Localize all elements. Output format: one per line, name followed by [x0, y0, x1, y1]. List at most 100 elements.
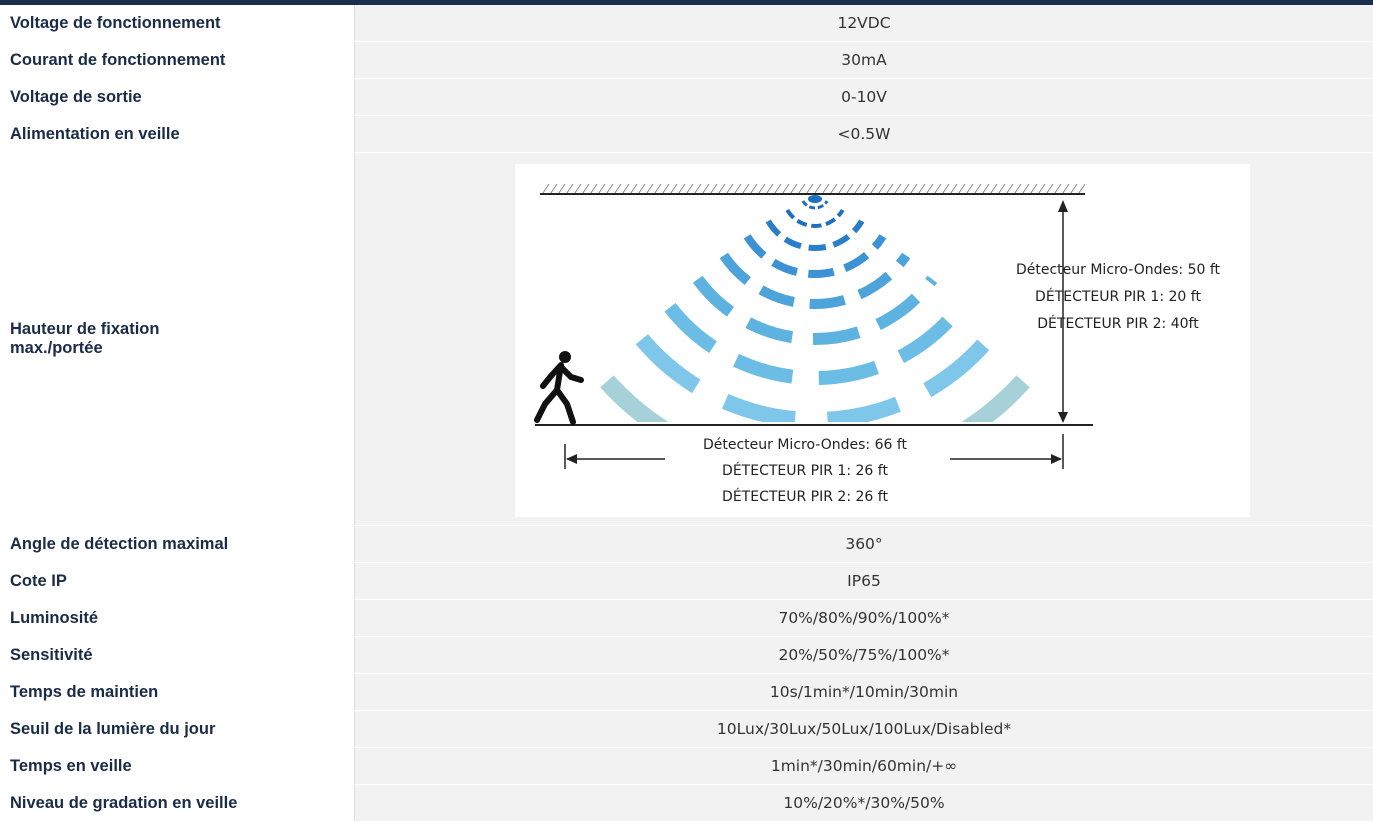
label-text: Alimentation en veille [10, 124, 180, 143]
height-label: DÉTECTEUR PIR 2: 40ft [1037, 315, 1199, 332]
hatch [654, 183, 662, 194]
hatch [590, 183, 598, 194]
label-cell: Sensitivité [0, 637, 355, 673]
value-text: 10%/20%*/30%/50% [783, 794, 945, 812]
label-text: Voltage de fonctionnement [10, 13, 221, 32]
hatch [854, 183, 862, 194]
table-row: Seuil de la lumière du jour 10Lux/30Lux/5… [0, 711, 1373, 748]
hatch [934, 183, 942, 194]
label-text: Temps de maintien [10, 682, 159, 701]
spec-table: Voltage de fonctionnement 12VDC Courant de… [0, 5, 1373, 822]
hatch [862, 183, 870, 194]
table-row: Courant de fonctionnement 30mA [0, 42, 1373, 79]
label-text: Courant de fonctionnement [10, 50, 226, 69]
label-cell: Temps en veille [0, 748, 355, 784]
height-label: Détecteur Micro-Ondes: 50 ft [1016, 262, 1221, 278]
hatch [982, 183, 990, 194]
top-border [0, 0, 1373, 5]
value-text: 30mA [841, 51, 887, 69]
value-text: 360° [845, 535, 883, 553]
hatch [1030, 183, 1038, 194]
hatch [1046, 183, 1054, 194]
label-cell: Hauteur de fixation max./portée [0, 153, 355, 525]
hatch [662, 183, 670, 194]
hatch [1038, 183, 1046, 194]
hatch [606, 183, 614, 194]
label-text: Angle de détection maximal [10, 534, 229, 553]
wave-arc [765, 219, 865, 251]
table-row: Cote IP IP65 [0, 563, 1373, 600]
wave-arc [719, 252, 911, 309]
hatch [598, 183, 606, 194]
value-text: 70%/80%/90%/100%* [778, 609, 950, 627]
hatch [958, 183, 966, 194]
hatch [1014, 183, 1022, 194]
hatch [942, 183, 950, 194]
hatch [814, 183, 822, 194]
hatch [558, 183, 566, 194]
label-text: Temps en veille [10, 756, 132, 775]
value-cell: 10%/20%*/30%/50% [355, 785, 1373, 821]
label-cell: Alimentation en veille [0, 116, 355, 152]
hatch [998, 183, 1006, 194]
label-text: Hauteur de fixation max./portée [10, 320, 160, 357]
value-cell: <0.5W [355, 116, 1373, 152]
label-text: Seuil de la lumière du jour [10, 719, 216, 738]
table-row: Angle de détection maximal 360° [0, 526, 1373, 563]
arrow-head [1051, 454, 1062, 464]
label-text: Niveau de gradation en veille [10, 793, 238, 812]
wave-arc [692, 275, 938, 345]
hatch [902, 183, 910, 194]
hatch [718, 183, 726, 194]
label-text: Luminosité [10, 608, 99, 627]
sensor [808, 195, 822, 203]
label-bg [665, 430, 950, 510]
label-text: Cote IP [10, 571, 67, 590]
table-row: Alimentation en veille <0.5W [0, 116, 1373, 153]
hatch [582, 183, 590, 194]
wave-arc [743, 234, 887, 278]
arrow-head [1058, 412, 1068, 423]
hatch [630, 183, 638, 194]
wave-arc [801, 200, 829, 210]
table-row: Voltage de fonctionnement 12VDC [0, 5, 1373, 42]
hatch [926, 183, 934, 194]
arrow-head [1058, 200, 1068, 212]
detection-diagram: Détecteur Micro-Ondes: 50 ft DÉTECTEUR PI… [515, 164, 1250, 517]
hatch [710, 183, 718, 194]
label-cell: Niveau de gradation en veille [0, 785, 355, 821]
hatch [806, 183, 814, 194]
value-cell: 12VDC [355, 5, 1373, 41]
wave-arc [664, 302, 966, 385]
hatch [918, 183, 926, 194]
hatch [990, 183, 998, 194]
wave-arc [635, 334, 995, 422]
table-row: Temps de maintien 10s/1min*/10min/30min [0, 674, 1373, 711]
hatch [622, 183, 630, 194]
hatch [974, 183, 982, 194]
range-label: DÉTECTEUR PIR 2: 26 ft [722, 488, 888, 505]
hatch [742, 183, 750, 194]
hatch [822, 183, 830, 194]
hatch [910, 183, 918, 194]
hatch [734, 183, 742, 194]
hatch [638, 183, 646, 194]
hatch [798, 183, 806, 194]
hatch [774, 183, 782, 194]
hatch [950, 183, 958, 194]
hatch [750, 183, 758, 194]
person-body [534, 362, 584, 425]
hatch [766, 183, 774, 194]
hatch [846, 183, 854, 194]
table-row: Hauteur de fixation max./portée Détecteur… [0, 153, 1373, 526]
hatch [694, 183, 702, 194]
range-label: Détecteur Micro-Ondes: 66 ft [703, 437, 908, 453]
hatch [894, 183, 902, 194]
value-text: 1min*/30min/60min/+∞ [770, 757, 958, 775]
value-text: 10s/1min*/10min/30min [769, 683, 959, 701]
value-cell: IP65 [355, 563, 1373, 599]
hatch [1022, 183, 1030, 194]
hatch [838, 183, 846, 194]
label-cell: Luminosité [0, 600, 355, 636]
